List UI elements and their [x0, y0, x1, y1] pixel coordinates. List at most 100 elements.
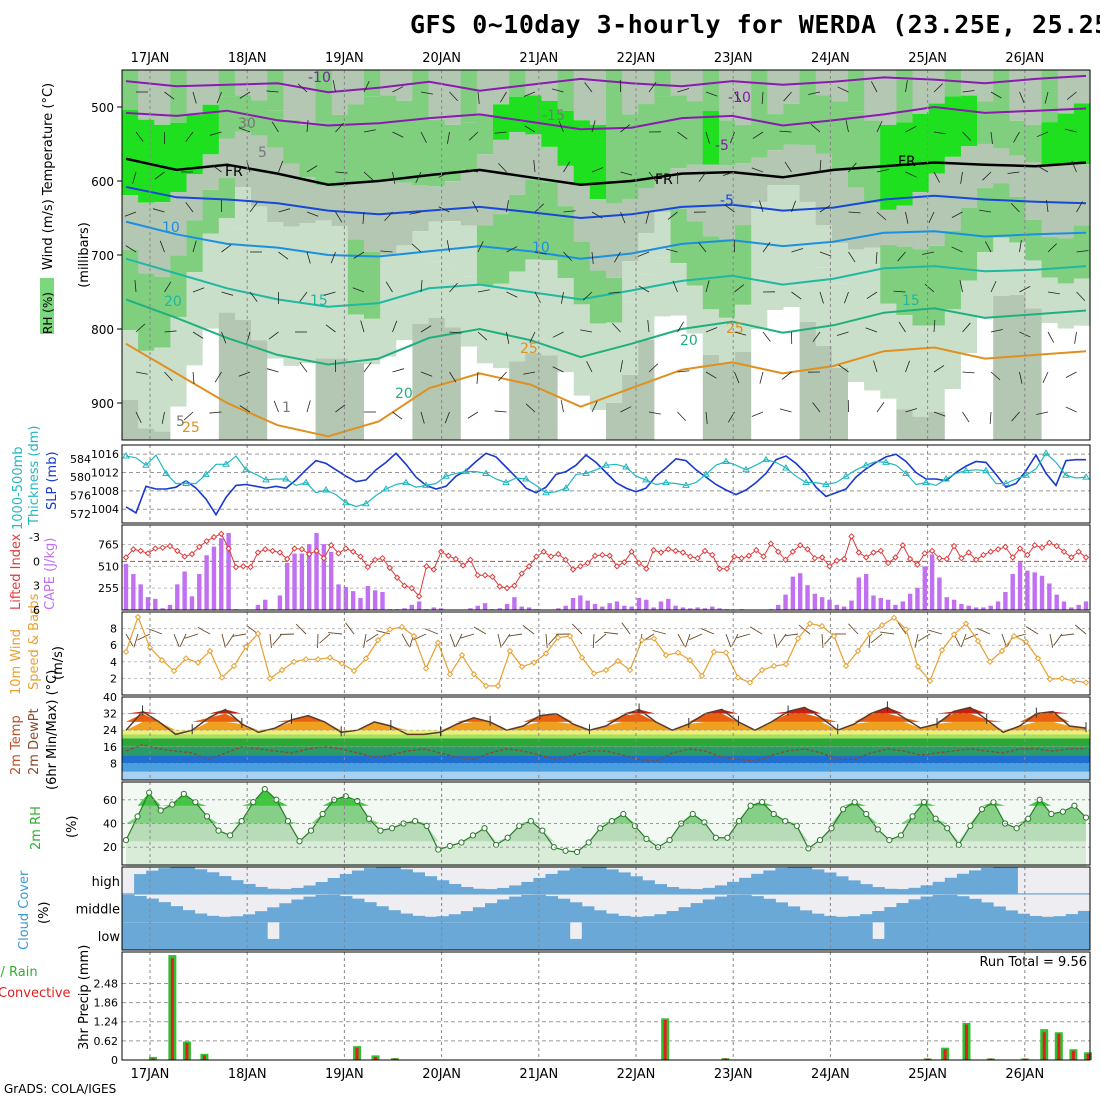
- li-marker: [804, 546, 811, 553]
- rh-shade-cell: [912, 416, 930, 440]
- contour-label: -5: [715, 138, 729, 154]
- rh-shade-cell: [880, 398, 897, 440]
- li-marker: [525, 563, 533, 570]
- wind-barb: [1047, 331, 1054, 343]
- rh-marker: [1082, 814, 1090, 821]
- cape-bar: [138, 584, 143, 610]
- y-tick-label: 0: [33, 555, 40, 568]
- wind-barb: [335, 171, 348, 174]
- rh-marker: [689, 810, 696, 818]
- cloud-bar: [1065, 922, 1079, 950]
- li-marker: [899, 542, 907, 549]
- rh-shade-cell: [154, 124, 171, 203]
- rh-shade-cell: [993, 295, 1010, 440]
- temp-band: [122, 763, 1090, 772]
- cloud-level-label: low: [98, 930, 121, 945]
- chart-title: GFS 0~10day 3-hourly for WERDA (23.25E, …: [410, 10, 1100, 39]
- wind-barb: [905, 408, 918, 413]
- wind-barb: [933, 171, 940, 183]
- wind-barb: [677, 370, 690, 373]
- rh-shade-cell: [799, 201, 817, 252]
- rh-marker: [481, 825, 488, 832]
- rh-shade-cell: [993, 70, 1010, 112]
- rh-shade-cell: [670, 95, 688, 169]
- li-marker: [628, 548, 635, 555]
- rh-marker: [504, 834, 511, 841]
- wind-barb: [164, 330, 177, 333]
- li-marker: [767, 540, 775, 547]
- wind-speed-marker: [182, 655, 190, 662]
- rh-shade-cell: [1025, 219, 1043, 261]
- label-wind: Wind (m/s) Temperature (°C): [41, 83, 56, 270]
- wind-barb: [705, 371, 717, 379]
- rh-shade-cell: [606, 70, 623, 123]
- rh-shade-cell: [493, 139, 510, 215]
- li-marker: [364, 563, 372, 571]
- wind-barb-10m: [604, 631, 619, 635]
- wind-barb-10m: [1025, 626, 1039, 635]
- wind-barb: [420, 325, 432, 333]
- rh-marker: [134, 813, 141, 820]
- cape-bar: [358, 598, 363, 610]
- wind-speed-marker: [674, 649, 682, 656]
- rh-shade-cell: [364, 70, 381, 97]
- wind-speed-marker: [470, 671, 478, 678]
- wind-speed-marker: [254, 630, 262, 637]
- panel-bg-precip: [122, 952, 1090, 1060]
- cape-bar: [907, 593, 913, 610]
- cape-bar: [776, 604, 781, 610]
- rh-shade-cell: [751, 122, 768, 158]
- contour-label: 20: [164, 294, 182, 310]
- cloud-bar: [763, 870, 776, 895]
- wind-barb: [819, 291, 824, 304]
- rh-shade-cell: [622, 70, 639, 115]
- rh-shade-cell: [1041, 122, 1059, 165]
- wind-barb-10m: [473, 626, 487, 635]
- cloud-bar: [739, 922, 752, 950]
- rh-marker: [1013, 825, 1020, 832]
- cloud-level-label: middle: [76, 903, 120, 918]
- rh-shade-cell: [186, 272, 204, 366]
- li-marker: [745, 552, 753, 559]
- rh-shade-cell: [622, 301, 639, 375]
- wind-barb: [216, 91, 222, 104]
- cloud-bar: [618, 915, 631, 923]
- panel-frame-cape: [121, 524, 1091, 611]
- rh-marker: [608, 818, 615, 825]
- li-marker: [848, 533, 855, 540]
- wind-barb-10m: [1060, 633, 1075, 637]
- wind-barb: [933, 365, 945, 373]
- wind-barb: [584, 82, 593, 93]
- rh-shade-cell: [541, 146, 559, 183]
- wind-barb: [221, 331, 227, 344]
- cloud-bar: [944, 894, 958, 923]
- cloud-bar: [848, 922, 861, 950]
- wind-barb-10m: [880, 631, 895, 635]
- rh-shade-cell: [702, 354, 720, 440]
- wind-barb: [363, 129, 376, 133]
- x-tick-label-bottom: 20JAN: [422, 1067, 461, 1082]
- cloud-bar: [593, 922, 607, 950]
- li-marker: [496, 583, 503, 590]
- y-tick-label: 2.48: [94, 977, 119, 990]
- wind-barb-10m: [821, 633, 824, 648]
- rh-shade-cell: [638, 233, 655, 275]
- thickness-marker: [662, 478, 670, 486]
- cloud-bar: [158, 902, 171, 923]
- panel-frame-upper: [121, 69, 1091, 441]
- cloud-bar: [436, 922, 450, 950]
- rh-shade-cell: [170, 406, 188, 440]
- cloud-bar: [1017, 893, 1030, 895]
- precip-conv-bar: [1086, 1053, 1090, 1060]
- cloud-bar: [279, 889, 292, 895]
- rh-shade-cell: [831, 101, 849, 170]
- wind-barb: [363, 362, 372, 373]
- cape-bar: [834, 604, 840, 610]
- li-marker: [262, 546, 269, 553]
- wind-barb: [297, 83, 308, 93]
- rh-shade-cell: [960, 207, 978, 281]
- wind-barb-10m: [424, 628, 439, 635]
- rh-shade-cell: [606, 122, 623, 204]
- y-tick-label: 20: [103, 841, 117, 854]
- cloud-bar: [376, 867, 389, 895]
